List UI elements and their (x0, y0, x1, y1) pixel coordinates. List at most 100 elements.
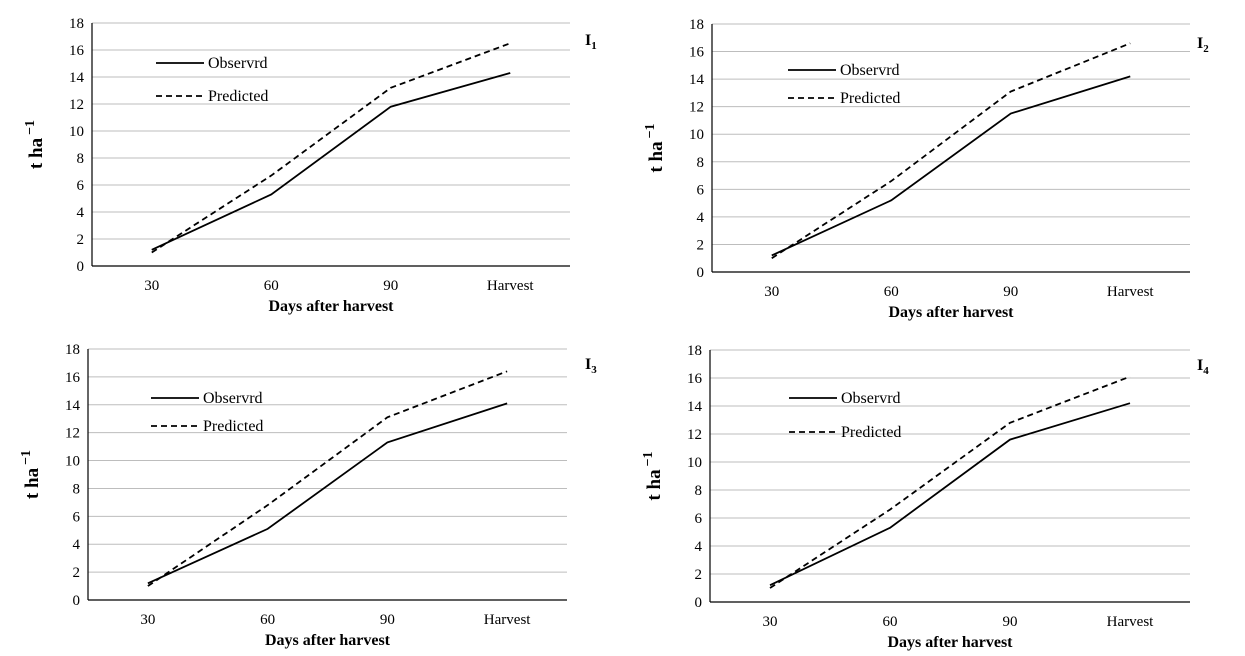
y-axis-title-superscript: −1 (643, 123, 658, 138)
y-axis-title: t ha −1 (643, 123, 667, 172)
x-tick-label: 30 (140, 612, 155, 628)
y-tick-label: 18 (687, 343, 702, 359)
y-axis-title-superscript: −1 (23, 120, 38, 135)
y-tick-label: 18 (69, 16, 84, 32)
y-axis-title-text: t ha (646, 141, 667, 173)
series-line-observrd (772, 76, 1131, 255)
series-line-predicted (152, 43, 511, 252)
y-tick-label: 14 (687, 399, 703, 415)
y-tick-label: 16 (69, 43, 85, 59)
y-axis-title-text: t ha (22, 467, 43, 499)
legend-label-observrd: Observrd (203, 390, 263, 407)
y-tick-label: 18 (689, 17, 704, 33)
x-tick-label: Harvest (1107, 614, 1154, 630)
y-tick-label: 14 (689, 72, 705, 88)
y-tick-label: 8 (73, 481, 81, 497)
y-tick-label: 4 (77, 205, 85, 221)
y-tick-label: 12 (689, 100, 704, 116)
y-tick-label: 2 (73, 565, 81, 581)
y-tick-label: 10 (689, 127, 704, 143)
legend-label-predicted: Predicted (841, 424, 901, 441)
y-tick-label: 6 (697, 182, 705, 198)
x-tick-label: 90 (1003, 614, 1018, 630)
legend-label-predicted: Predicted (203, 418, 263, 435)
panel-label: I4 (1197, 357, 1209, 377)
legend-label-predicted: Predicted (208, 88, 268, 105)
y-tick-label: 2 (697, 237, 705, 253)
x-tick-label: 30 (763, 614, 778, 630)
y-tick-label: 6 (695, 511, 703, 527)
chart-panel-3: 0 2 4 6 8 10 12 14 16 18 30 60 90 Harvest Days after h… (0, 326, 620, 656)
y-tick-label: 8 (695, 483, 703, 499)
y-tick-label: 6 (77, 178, 85, 194)
y-axis-title: t ha −1 (641, 451, 665, 500)
y-tick-label: 2 (695, 567, 703, 583)
y-tick-label: 0 (695, 595, 703, 611)
panel-label-subscript: 3 (591, 364, 597, 376)
x-tick-label: 90 (380, 612, 395, 628)
x-axis-title: Days after harvest (265, 632, 391, 649)
y-tick-label: 2 (77, 232, 85, 248)
y-tick-label: 0 (697, 265, 705, 281)
y-tick-label: 10 (65, 454, 80, 470)
y-axis-title-superscript: −1 (19, 450, 34, 465)
legend-label-observrd: Observrd (208, 55, 268, 72)
x-axis-title: Days after harvest (268, 298, 394, 315)
y-tick-label: 0 (77, 259, 85, 275)
x-axis-title: Days after harvest (888, 304, 1014, 321)
y-tick-label: 12 (69, 97, 84, 113)
panel-label-subscript: 4 (1203, 365, 1209, 377)
x-tick-label: Harvest (487, 278, 534, 294)
panel-label-subscript: 2 (1203, 43, 1209, 55)
x-tick-label: 90 (1003, 284, 1018, 300)
y-tick-label: 10 (69, 124, 84, 140)
x-tick-label: 90 (383, 278, 398, 294)
legend-label-observrd: Observrd (841, 390, 901, 407)
y-tick-label: 12 (687, 427, 702, 443)
x-tick-label: 60 (260, 612, 275, 628)
x-tick-label: Harvest (1107, 284, 1154, 300)
x-tick-label: 60 (264, 278, 279, 294)
y-tick-label: 12 (65, 426, 80, 442)
y-axis-title: t ha −1 (19, 450, 43, 499)
y-tick-label: 16 (689, 45, 705, 61)
x-tick-label: 30 (764, 284, 779, 300)
series-line-observrd (148, 403, 507, 583)
y-tick-label: 4 (695, 539, 703, 555)
y-tick-label: 16 (687, 371, 703, 387)
chart-panel-2: 0 2 4 6 8 10 12 14 16 18 30 60 90 Harvest Days after h… (620, 0, 1245, 330)
chart-panel-4: 0 2 4 6 8 10 12 14 16 18 30 60 90 Harvest Days after h… (620, 326, 1245, 656)
y-tick-label: 14 (65, 398, 81, 414)
y-tick-label: 18 (65, 342, 80, 358)
x-tick-label: 30 (144, 278, 159, 294)
y-tick-label: 14 (69, 70, 85, 86)
y-axis-title-text: t ha (644, 469, 665, 501)
series-line-observrd (152, 73, 511, 250)
x-tick-label: 60 (884, 284, 899, 300)
panel-label: I1 (585, 32, 597, 52)
series-line-predicted (148, 371, 507, 586)
y-tick-label: 6 (73, 509, 81, 525)
series-line-observrd (770, 403, 1130, 585)
x-tick-label: 60 (883, 614, 898, 630)
panel-label: I2 (1197, 35, 1209, 55)
legend-label-observrd: Observrd (840, 62, 900, 79)
y-tick-label: 4 (697, 210, 705, 226)
chart-panel-1: 0 2 4 6 8 10 12 14 16 18 30 60 90 Harvest Days after h… (0, 0, 620, 325)
y-tick-label: 8 (697, 155, 705, 171)
y-tick-label: 10 (687, 455, 702, 471)
y-axis-title-superscript: −1 (641, 451, 656, 466)
y-tick-label: 8 (77, 151, 85, 167)
y-tick-label: 0 (73, 593, 81, 609)
y-tick-label: 16 (65, 370, 81, 386)
y-axis-title-text: t ha (26, 137, 47, 169)
y-tick-label: 4 (73, 537, 81, 553)
series-line-predicted (772, 43, 1131, 258)
x-tick-label: Harvest (484, 612, 531, 628)
y-axis-title: t ha −1 (23, 120, 47, 169)
legend-label-predicted: Predicted (840, 90, 900, 107)
panel-label: I3 (585, 356, 597, 376)
panel-label-subscript: 1 (591, 40, 597, 52)
series-line-predicted (770, 377, 1130, 588)
x-axis-title: Days after harvest (887, 634, 1013, 651)
